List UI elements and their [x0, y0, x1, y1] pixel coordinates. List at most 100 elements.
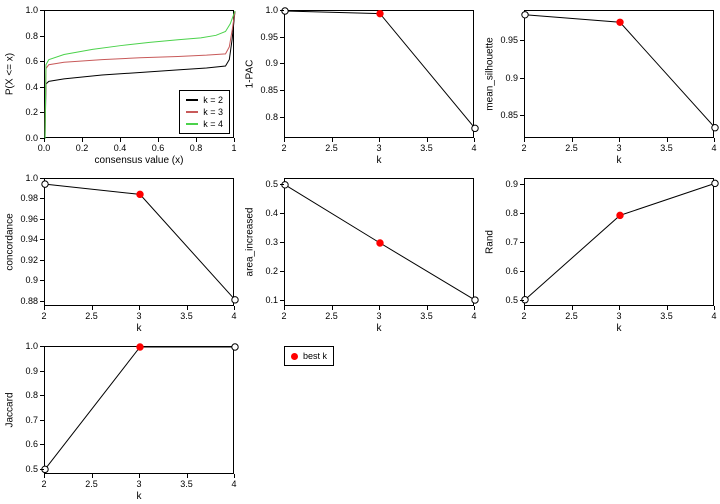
x-tick: 4 — [471, 311, 476, 321]
x-tick: 4 — [231, 311, 236, 321]
best-k-point — [137, 344, 143, 350]
x-tick: 2 — [521, 311, 526, 321]
plot-frame — [284, 10, 474, 138]
plot-frame — [524, 10, 714, 138]
legend-cdf-label: k = 2 — [203, 94, 223, 106]
x-tick: 4 — [711, 311, 716, 321]
y-tick: 1.0 — [25, 5, 38, 15]
plot-svg — [45, 347, 233, 473]
panel-0: consensus value (x)P(X <= x)0.00.20.40.6… — [0, 0, 240, 168]
plot-frame — [284, 178, 474, 306]
x-tick: 3 — [136, 479, 141, 489]
plot-frame — [44, 178, 234, 306]
y-tick: 0.2 — [265, 266, 278, 276]
y-tick: 0.5 — [505, 295, 518, 305]
x-tick: 3 — [616, 143, 621, 153]
y-tick: 0.8 — [25, 31, 38, 41]
x-tick: 3.5 — [180, 479, 193, 489]
y-tick: 0.6 — [505, 266, 518, 276]
plot-frame — [524, 178, 714, 306]
x-tick: 4 — [231, 479, 236, 489]
panel-3: k concordance 2 2.5 3 3.5 4 0.88 0.9 0.92 0.94 0.96… — [0, 168, 240, 336]
x-tick: 3.5 — [420, 311, 433, 321]
y-axis-label: concordance — [5, 213, 16, 270]
y-axis-label: Rand — [485, 230, 496, 254]
x-tick: 2.5 — [565, 311, 578, 321]
x-tick: 2.5 — [565, 143, 578, 153]
legend-bestk-label: best k — [303, 350, 327, 362]
y-tick: 0.0 — [25, 133, 38, 143]
y-tick: 0.5 — [25, 464, 38, 474]
x-axis-label: k — [377, 155, 382, 166]
x-tick: 3 — [376, 311, 381, 321]
y-tick: 0.7 — [25, 415, 38, 425]
y-axis-label: Jaccard — [5, 392, 16, 427]
plot-svg — [285, 179, 473, 305]
y-tick: 0.1 — [265, 295, 278, 305]
y-tick: 0.92 — [20, 255, 38, 265]
y-tick: 0.88 — [20, 296, 38, 306]
plot-svg — [525, 179, 713, 305]
x-tick: 0.0 — [38, 143, 51, 153]
y-tick: 0.3 — [265, 237, 278, 247]
data-point — [712, 125, 718, 131]
best-k-point — [377, 240, 383, 246]
legend-bestk-dot — [291, 353, 298, 360]
x-tick: 3 — [376, 143, 381, 153]
best-k-point — [137, 191, 143, 197]
y-tick: 0.6 — [25, 56, 38, 66]
x-tick: 1 — [231, 143, 236, 153]
y-tick: 0.98 — [20, 193, 38, 203]
panel-1: k1-PAC22.533.540.80.850.90.951.0 — [240, 0, 480, 168]
y-tick: 0.4 — [265, 208, 278, 218]
x-tick: 0.4 — [114, 143, 127, 153]
data-point — [472, 125, 478, 131]
x-axis-label: k — [137, 323, 142, 334]
y-tick: 0.6 — [25, 439, 38, 449]
y-tick: 0.94 — [20, 234, 38, 244]
y-tick: 0.5 — [265, 179, 278, 189]
y-axis-label: area_increased — [245, 208, 256, 277]
y-tick: 1.0 — [25, 173, 38, 183]
x-tick: 3 — [616, 311, 621, 321]
y-tick: 0.9 — [25, 366, 38, 376]
x-tick: 2 — [41, 311, 46, 321]
y-tick: 0.85 — [260, 85, 278, 95]
data-point — [232, 297, 238, 303]
panel-7: best k — [240, 336, 480, 504]
x-tick: 0.2 — [76, 143, 89, 153]
best-k-point — [377, 10, 383, 16]
plot-svg — [525, 11, 713, 137]
y-tick: 0.8 — [25, 390, 38, 400]
y-axis-label: P(X <= x) — [5, 53, 16, 95]
legend-bestk: best k — [284, 346, 334, 366]
x-tick: 2.5 — [85, 311, 98, 321]
data-point — [522, 12, 528, 18]
legend-cdf: k = 2k = 3k = 4 — [179, 90, 230, 134]
x-tick: 3.5 — [180, 311, 193, 321]
y-tick: 1.0 — [265, 5, 278, 15]
x-axis-label: k — [617, 323, 622, 334]
x-tick: 3 — [136, 311, 141, 321]
y-tick: 0.95 — [260, 32, 278, 42]
plot-frame — [44, 346, 234, 474]
y-tick: 0.9 — [505, 179, 518, 189]
x-tick: 2 — [281, 143, 286, 153]
y-tick: 0.96 — [20, 214, 38, 224]
x-tick: 0.6 — [152, 143, 165, 153]
data-point — [282, 182, 288, 188]
x-tick: 3.5 — [420, 143, 433, 153]
data-point — [42, 181, 48, 187]
x-tick: 2.5 — [325, 143, 338, 153]
legend-cdf-label: k = 4 — [203, 118, 223, 130]
data-point — [472, 297, 478, 303]
x-tick: 3.5 — [660, 311, 673, 321]
y-tick: 0.9 — [25, 275, 38, 285]
x-axis-label: k — [617, 155, 622, 166]
y-tick: 1.0 — [25, 341, 38, 351]
x-tick: 2 — [521, 143, 526, 153]
y-axis-label: mean_silhouette — [485, 37, 496, 110]
panel-8 — [480, 336, 720, 504]
panel-4: karea_increased22.533.540.10.20.30.40.5 — [240, 168, 480, 336]
y-tick: 0.4 — [25, 82, 38, 92]
